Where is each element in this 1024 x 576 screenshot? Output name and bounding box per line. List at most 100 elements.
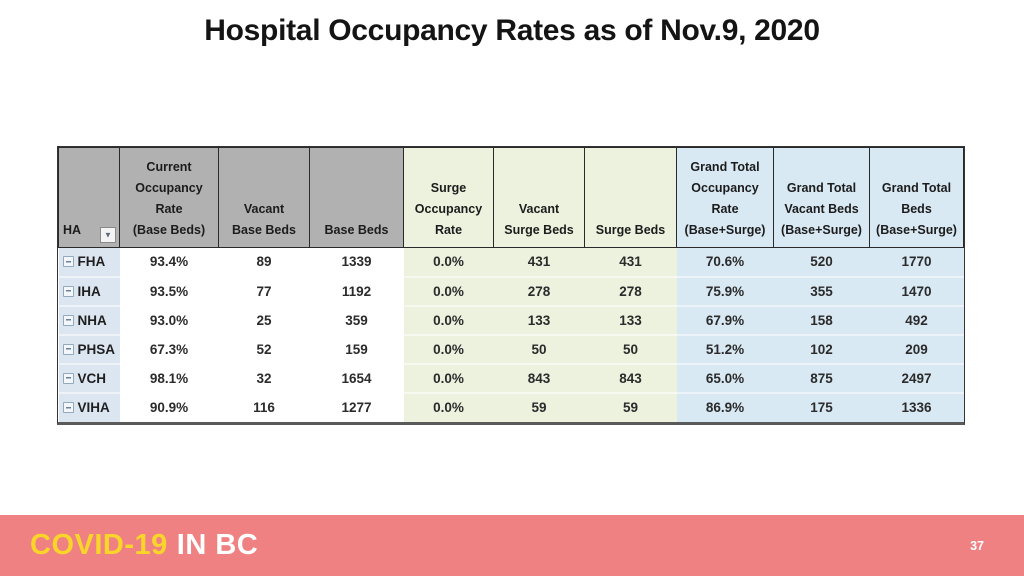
- collapse-group-icon[interactable]: [62, 402, 74, 413]
- table-cell: 1770: [869, 247, 964, 278]
- table-row-viha: VIHA 90.9% 116 1277 0.0% 59 59 86.9% 175…: [58, 392, 964, 422]
- brand-logo: COVID-19 IN BC: [30, 529, 258, 562]
- collapse-group-icon[interactable]: [62, 314, 74, 326]
- table-cell: 159: [309, 334, 404, 365]
- table-row-iha: IHA 93.5% 77 1192 0.0% 278 278 75.9% 355…: [58, 276, 964, 307]
- ha-label: PHSA: [77, 341, 116, 357]
- table-header-row: HA ▼ Current Occupancy Rate (Base Beds) …: [58, 147, 964, 248]
- ha-label: VIHA: [77, 400, 110, 415]
- table-cell: 0.0%: [403, 276, 494, 307]
- table-cell: 209: [869, 334, 964, 365]
- table-cell: 67.9%: [676, 305, 774, 336]
- brand-covid19-text: COVID-19: [30, 529, 168, 561]
- collapse-group-icon[interactable]: [62, 372, 74, 384]
- table-cell: 77: [218, 276, 310, 307]
- ha-cell: VIHA: [58, 392, 120, 422]
- column-header-grand-total-occupancy-rate: Grand Total Occupancy Rate (Base+Surge): [676, 147, 774, 248]
- table-cell: 1277: [309, 392, 404, 422]
- table-cell: 1192: [309, 276, 404, 307]
- table-cell: 0.0%: [403, 247, 494, 278]
- table-cell: 492: [869, 305, 964, 336]
- ha-header-label: HA: [63, 223, 82, 237]
- hospital-occupancy-table: HA ▼ Current Occupancy Rate (Base Beds) …: [57, 146, 965, 425]
- collapse-group-icon[interactable]: [62, 343, 74, 355]
- page-title: Hospital Occupancy Rates as of Nov.9, 20…: [204, 14, 820, 47]
- table-cell: 51.2%: [676, 334, 774, 365]
- table-row-vch: VCH 98.1% 32 1654 0.0% 843 843 65.0% 875…: [58, 363, 964, 394]
- table-cell: 843: [584, 363, 677, 394]
- table-cell: 133: [584, 305, 677, 336]
- table-cell: 98.1%: [119, 363, 219, 394]
- table-cell: 102: [773, 334, 870, 365]
- table-cell: 875: [773, 363, 870, 394]
- table-cell: 359: [309, 305, 404, 336]
- table-cell: 0.0%: [403, 392, 494, 422]
- table-cell: 278: [493, 276, 585, 307]
- table-cell: 89: [218, 247, 310, 278]
- column-header-base-beds: Base Beds: [309, 147, 404, 248]
- column-header-vacant-surge-beds: Vacant Surge Beds: [493, 147, 585, 248]
- filter-dropdown-icon: ▼: [104, 230, 112, 240]
- table-cell: 133: [493, 305, 585, 336]
- table-cell: 0.0%: [403, 334, 494, 365]
- column-header-surge-beds: Surge Beds: [584, 147, 677, 248]
- ha-cell: IHA: [58, 276, 120, 307]
- ha-label: IHA: [77, 283, 101, 299]
- table-cell: 0.0%: [403, 363, 494, 394]
- table-cell: 50: [493, 334, 585, 365]
- column-header-grand-total-beds: Grand Total Beds (Base+Surge): [869, 147, 964, 248]
- table-cell: 520: [773, 247, 870, 278]
- ha-label: FHA: [77, 254, 106, 270]
- ha-cell: NHA: [58, 305, 120, 336]
- table-cell: 50: [584, 334, 677, 365]
- table-cell: 93.0%: [119, 305, 219, 336]
- table-cell: 52: [218, 334, 310, 365]
- collapse-group-icon[interactable]: [62, 285, 74, 297]
- table-cell: 90.9%: [119, 392, 219, 422]
- table-cell: 59: [493, 392, 585, 422]
- filter-dropdown-button[interactable]: ▼: [100, 227, 116, 243]
- ha-cell: VCH: [58, 363, 120, 394]
- collapse-group-icon[interactable]: [62, 256, 74, 268]
- ha-cell: FHA: [58, 247, 120, 278]
- table-cell: 70.6%: [676, 247, 774, 278]
- ha-cell: PHSA: [58, 334, 120, 365]
- table-cell: 65.0%: [676, 363, 774, 394]
- column-header-vacant-base-beds: Vacant Base Beds: [218, 147, 310, 248]
- table-cell: 431: [584, 247, 677, 278]
- table-cell: 1336: [869, 392, 964, 422]
- table-cell: 355: [773, 276, 870, 307]
- ha-label: VCH: [77, 370, 107, 386]
- table-cell: 158: [773, 305, 870, 336]
- page-number: 37: [970, 538, 984, 553]
- table-row-fha: FHA 93.4% 89 1339 0.0% 431 431 70.6% 520…: [58, 247, 964, 278]
- table-cell: 0.0%: [403, 305, 494, 336]
- table-row-phsa: PHSA 67.3% 52 159 0.0% 50 50 51.2% 102 2…: [58, 334, 964, 365]
- table-cell: 843: [493, 363, 585, 394]
- table-cell: 67.3%: [119, 334, 219, 365]
- table-cell: 93.5%: [119, 276, 219, 307]
- occupancy-data-grid: HA ▼ Current Occupancy Rate (Base Beds) …: [58, 147, 964, 422]
- column-header-ha: HA ▼: [58, 147, 120, 248]
- table-cell: 1654: [309, 363, 404, 394]
- table-cell: 2497: [869, 363, 964, 394]
- table-row-nha: NHA 93.0% 25 359 0.0% 133 133 67.9% 158 …: [58, 305, 964, 336]
- table-cell: 59: [584, 392, 677, 422]
- table-cell: 93.4%: [119, 247, 219, 278]
- table-cell: 75.9%: [676, 276, 774, 307]
- column-header-grand-total-vacant-beds: Grand Total Vacant Beds (Base+Surge): [773, 147, 870, 248]
- table-cell: 175: [773, 392, 870, 422]
- ha-label: NHA: [77, 312, 107, 328]
- table-cell: 116: [218, 392, 310, 422]
- table-cell: 431: [493, 247, 585, 278]
- brand-in-bc-text: IN BC: [176, 529, 259, 561]
- table-cell: 1470: [869, 276, 964, 307]
- table-cell: 32: [218, 363, 310, 394]
- column-header-current-occupancy-rate: Current Occupancy Rate (Base Beds): [119, 147, 219, 248]
- footer-bar: COVID-19 IN BC 37: [0, 515, 1024, 576]
- table-cell: 25: [218, 305, 310, 336]
- table-cell: 278: [584, 276, 677, 307]
- table-cell: 86.9%: [676, 392, 774, 422]
- table-cell: 1339: [309, 247, 404, 278]
